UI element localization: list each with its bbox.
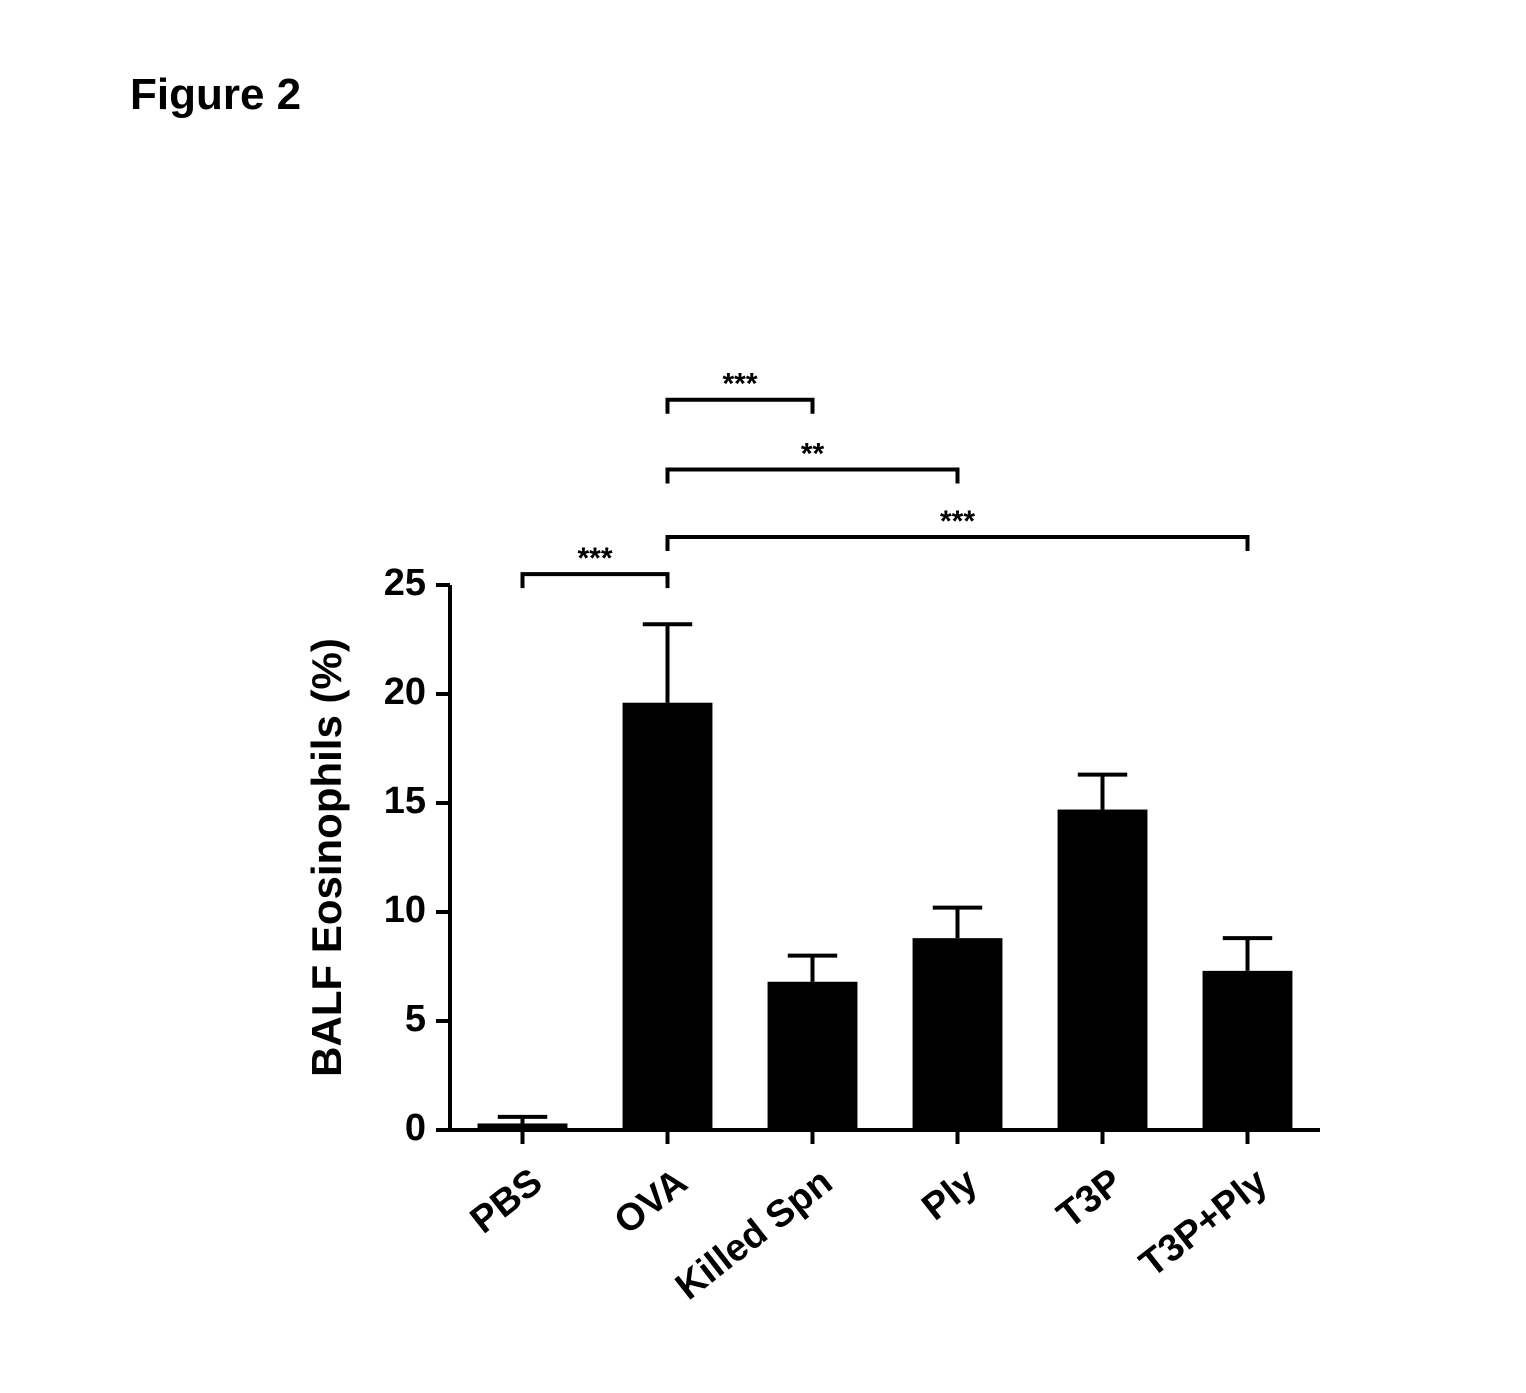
x-tick-label: PBS [463, 1161, 550, 1242]
bar-t3p [1058, 810, 1148, 1130]
significance-label: *** [940, 505, 975, 538]
x-tick-label: Ply [914, 1161, 985, 1229]
y-tick-label: 25 [384, 562, 426, 604]
y-tick-label: 0 [405, 1107, 426, 1149]
figure-title: Figure 2 [130, 70, 301, 120]
bar-killed-spn [768, 982, 858, 1130]
significance-bracket [523, 574, 668, 588]
chart-svg: 0 5 10 15 20 25 BALF Eosinophils (%) PBS OVAKill… [260, 290, 1320, 1320]
x-tick-label: T3P [1050, 1161, 1131, 1237]
y-tick-label: 15 [384, 780, 426, 822]
balf-eosinophils-bar-chart: 0 5 10 15 20 25 BALF Eosinophils (%) PBS OVAKill… [260, 290, 1320, 1320]
bar-t3p-ply [1203, 971, 1293, 1130]
significance-label: *** [577, 542, 612, 575]
significance-label: ** [801, 437, 825, 470]
y-axis-label: BALF Eosinophils (%) [303, 638, 350, 1077]
significance-bracket [668, 537, 1248, 551]
bar-pbs [478, 1123, 568, 1130]
significance-bracket [668, 469, 958, 483]
y-tick-label: 5 [405, 998, 426, 1040]
y-tick-label: 10 [384, 889, 426, 931]
page: Figure 2 0 5 10 15 20 25 BALF Eosinophils (%) P… [0, 0, 1526, 1393]
significance-label: *** [722, 368, 757, 401]
bar-ply [913, 938, 1003, 1130]
x-tick-label: Killed Spn [668, 1161, 840, 1308]
y-tick-label: 20 [384, 671, 426, 713]
bar-ova [623, 703, 713, 1130]
x-tick-label: OVA [607, 1161, 696, 1243]
x-tick-label: T3P+Ply [1132, 1161, 1275, 1286]
significance-bracket [668, 400, 813, 414]
